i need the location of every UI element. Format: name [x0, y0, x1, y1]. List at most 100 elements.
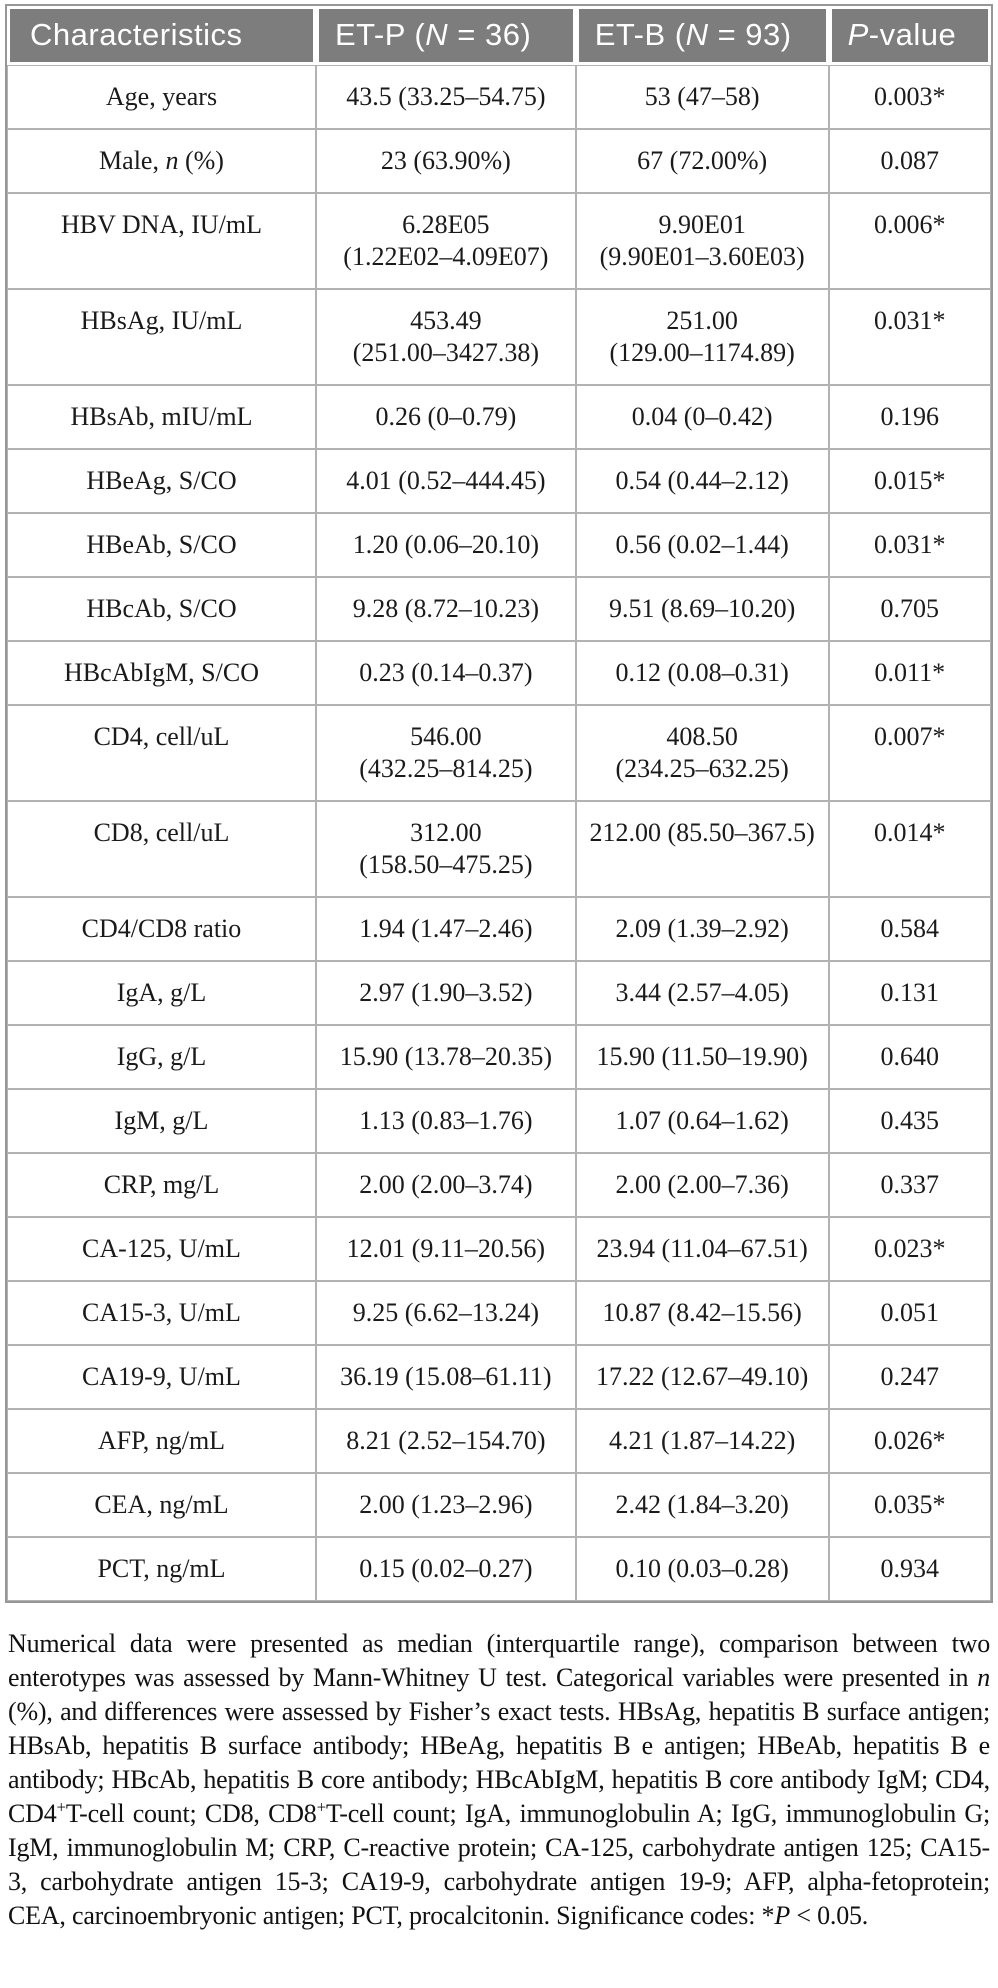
header-text: ET-P (: [334, 17, 426, 52]
etb-value-cell: 3.44 (2.57–4.05): [575, 961, 829, 1026]
p-value-cell: 0.011*: [828, 641, 991, 706]
paper-table-page: Characteristics ET-P (N = 36) ET-B (N = …: [5, 4, 993, 1931]
etp-value-cell: 36.19 (15.08–61.11): [315, 1345, 576, 1410]
table-row: HBeAg, S/CO 4.01 (0.52–444.45) 0.54 (0.4…: [7, 449, 991, 514]
table-row: CA15-3, U/mL 9.25 (6.62–13.24) 10.87 (8.…: [7, 1281, 991, 1346]
row-label: HBsAg, IU/mL: [7, 289, 316, 386]
table-row: HBsAg, IU/mL 453.49 (251.00–3427.38) 251…: [7, 289, 991, 386]
etp-value-cell: 2.00 (2.00–3.74): [315, 1153, 576, 1218]
p-value-cell: 0.337: [828, 1153, 991, 1218]
col-header-etb: ET-B (N = 93): [575, 6, 829, 66]
etb-value-cell: 408.50 (234.25–632.25): [575, 705, 829, 802]
p-value-cell: 0.031*: [828, 289, 991, 386]
p-value-cell: 0.006*: [828, 193, 991, 290]
header-italic-n: N: [685, 17, 709, 52]
p-value-cell: 0.196: [828, 385, 991, 450]
header-text: = 93): [708, 17, 792, 52]
p-value-cell: 0.247: [828, 1345, 991, 1410]
row-label: CD4/CD8 ratio: [7, 897, 316, 962]
row-label: HBeAg, S/CO: [7, 449, 316, 514]
p-value-cell: 0.026*: [828, 1409, 991, 1474]
p-value-cell: 0.023*: [828, 1217, 991, 1282]
p-value-cell: 0.435: [828, 1089, 991, 1154]
header-italic-p: P: [847, 17, 869, 52]
etb-value-cell: 9.90E01 (9.90E01–3.60E03): [575, 193, 829, 290]
row-label: CA19-9, U/mL: [7, 1345, 316, 1410]
etp-value-cell: 0.23 (0.14–0.37): [315, 641, 576, 706]
etp-value-cell: 312.00 (158.50–475.25): [315, 801, 576, 898]
etp-value-cell: 2.97 (1.90–3.52): [315, 961, 576, 1026]
etp-value-cell: 8.21 (2.52–154.70): [315, 1409, 576, 1474]
etb-value-cell: 53 (47–58): [575, 65, 829, 130]
row-label: HBcAb, S/CO: [7, 577, 316, 642]
table-header: Characteristics ET-P (N = 36) ET-B (N = …: [7, 6, 991, 66]
table-row: CA19-9, U/mL 36.19 (15.08–61.11) 17.22 (…: [7, 1345, 991, 1410]
col-header-pvalue: P-value: [828, 6, 991, 66]
table-row: HBV DNA, IU/mL 6.28E05 (1.22E02–4.09E07)…: [7, 193, 991, 290]
table-row: PCT, ng/mL 0.15 (0.02–0.27) 0.10 (0.03–0…: [7, 1537, 991, 1602]
etb-value-cell: 0.56 (0.02–1.44): [575, 513, 829, 578]
etb-value-cell: 17.22 (12.67–49.10): [575, 1345, 829, 1410]
etb-value-cell: 4.21 (1.87–14.22): [575, 1409, 829, 1474]
p-value-cell: 0.014*: [828, 801, 991, 898]
table-row: CEA, ng/mL 2.00 (1.23–2.96) 2.42 (1.84–3…: [7, 1473, 991, 1538]
etp-value-cell: 1.13 (0.83–1.76): [315, 1089, 576, 1154]
etp-value-cell: 0.15 (0.02–0.27): [315, 1537, 576, 1602]
p-value-cell: 0.031*: [828, 513, 991, 578]
characteristics-table: Characteristics ET-P (N = 36) ET-B (N = …: [7, 6, 991, 1602]
row-label: IgM, g/L: [7, 1089, 316, 1154]
etp-value-cell: 43.5 (33.25–54.75): [315, 65, 576, 130]
p-value-cell: 0.015*: [828, 449, 991, 514]
etb-value-cell: 2.42 (1.84–3.20): [575, 1473, 829, 1538]
p-value-cell: 0.584: [828, 897, 991, 962]
table-row: CD4/CD8 ratio 1.94 (1.47–2.46) 2.09 (1.3…: [7, 897, 991, 962]
table-row: IgG, g/L 15.90 (13.78–20.35) 15.90 (11.5…: [7, 1025, 991, 1090]
etb-value-cell: 23.94 (11.04–67.51): [575, 1217, 829, 1282]
etp-value-cell: 2.00 (1.23–2.96): [315, 1473, 576, 1538]
row-label: CRP, mg/L: [7, 1153, 316, 1218]
p-value-cell: 0.087: [828, 129, 991, 194]
etp-value-cell: 1.94 (1.47–2.46): [315, 897, 576, 962]
row-label: HBV DNA, IU/mL: [7, 193, 316, 290]
table-row: HBeAb, S/CO 1.20 (0.06–20.10) 0.56 (0.02…: [7, 513, 991, 578]
row-label: Age, years: [7, 65, 316, 130]
table-footnote: Numerical data were presented as median …: [8, 1629, 990, 1931]
col-header-etp: ET-P (N = 36): [315, 6, 576, 66]
row-label: CEA, ng/mL: [7, 1473, 316, 1538]
table-row: HBcAb, S/CO 9.28 (8.72–10.23) 9.51 (8.69…: [7, 577, 991, 642]
etp-value-cell: 453.49 (251.00–3427.38): [315, 289, 576, 386]
header-text: = 36): [448, 17, 532, 52]
etb-value-cell: 10.87 (8.42–15.56): [575, 1281, 829, 1346]
etb-value-cell: 1.07 (0.64–1.62): [575, 1089, 829, 1154]
header-row: Characteristics ET-P (N = 36) ET-B (N = …: [7, 6, 991, 66]
col-header-characteristics: Characteristics: [7, 6, 316, 66]
row-label: HBsAb, mIU/mL: [7, 385, 316, 450]
characteristics-table-wrap: Characteristics ET-P (N = 36) ET-B (N = …: [5, 4, 993, 1604]
row-label: CD8, cell/uL: [7, 801, 316, 898]
table-row: HBcAbIgM, S/CO 0.23 (0.14–0.37) 0.12 (0.…: [7, 641, 991, 706]
etp-value-cell: 9.28 (8.72–10.23): [315, 577, 576, 642]
etp-value-cell: 12.01 (9.11–20.56): [315, 1217, 576, 1282]
etb-value-cell: 0.10 (0.03–0.28): [575, 1537, 829, 1602]
header-text: -value: [868, 17, 957, 52]
row-label: AFP, ng/mL: [7, 1409, 316, 1474]
p-value-cell: 0.934: [828, 1537, 991, 1602]
etb-value-cell: 2.09 (1.39–2.92): [575, 897, 829, 962]
etp-value-cell: 1.20 (0.06–20.10): [315, 513, 576, 578]
etp-value-cell: 9.25 (6.62–13.24): [315, 1281, 576, 1346]
etp-value-cell: 23 (63.90%): [315, 129, 576, 194]
row-label: CA15-3, U/mL: [7, 1281, 316, 1346]
p-value-cell: 0.003*: [828, 65, 991, 130]
table-row: Male, n (%) 23 (63.90%) 67 (72.00%) 0.08…: [7, 129, 991, 194]
row-label: IgA, g/L: [7, 961, 316, 1026]
p-value-cell: 0.007*: [828, 705, 991, 802]
row-label: PCT, ng/mL: [7, 1537, 316, 1602]
table-row: AFP, ng/mL 8.21 (2.52–154.70) 4.21 (1.87…: [7, 1409, 991, 1474]
table-row: CD8, cell/uL 312.00 (158.50–475.25) 212.…: [7, 801, 991, 898]
header-text: ET-B (: [594, 17, 686, 52]
table-row: CD4, cell/uL 546.00 (432.25–814.25) 408.…: [7, 705, 991, 802]
etp-value-cell: 0.26 (0–0.79): [315, 385, 576, 450]
etb-value-cell: 251.00 (129.00–1174.89): [575, 289, 829, 386]
header-italic-n: N: [425, 17, 449, 52]
etp-value-cell: 6.28E05 (1.22E02–4.09E07): [315, 193, 576, 290]
